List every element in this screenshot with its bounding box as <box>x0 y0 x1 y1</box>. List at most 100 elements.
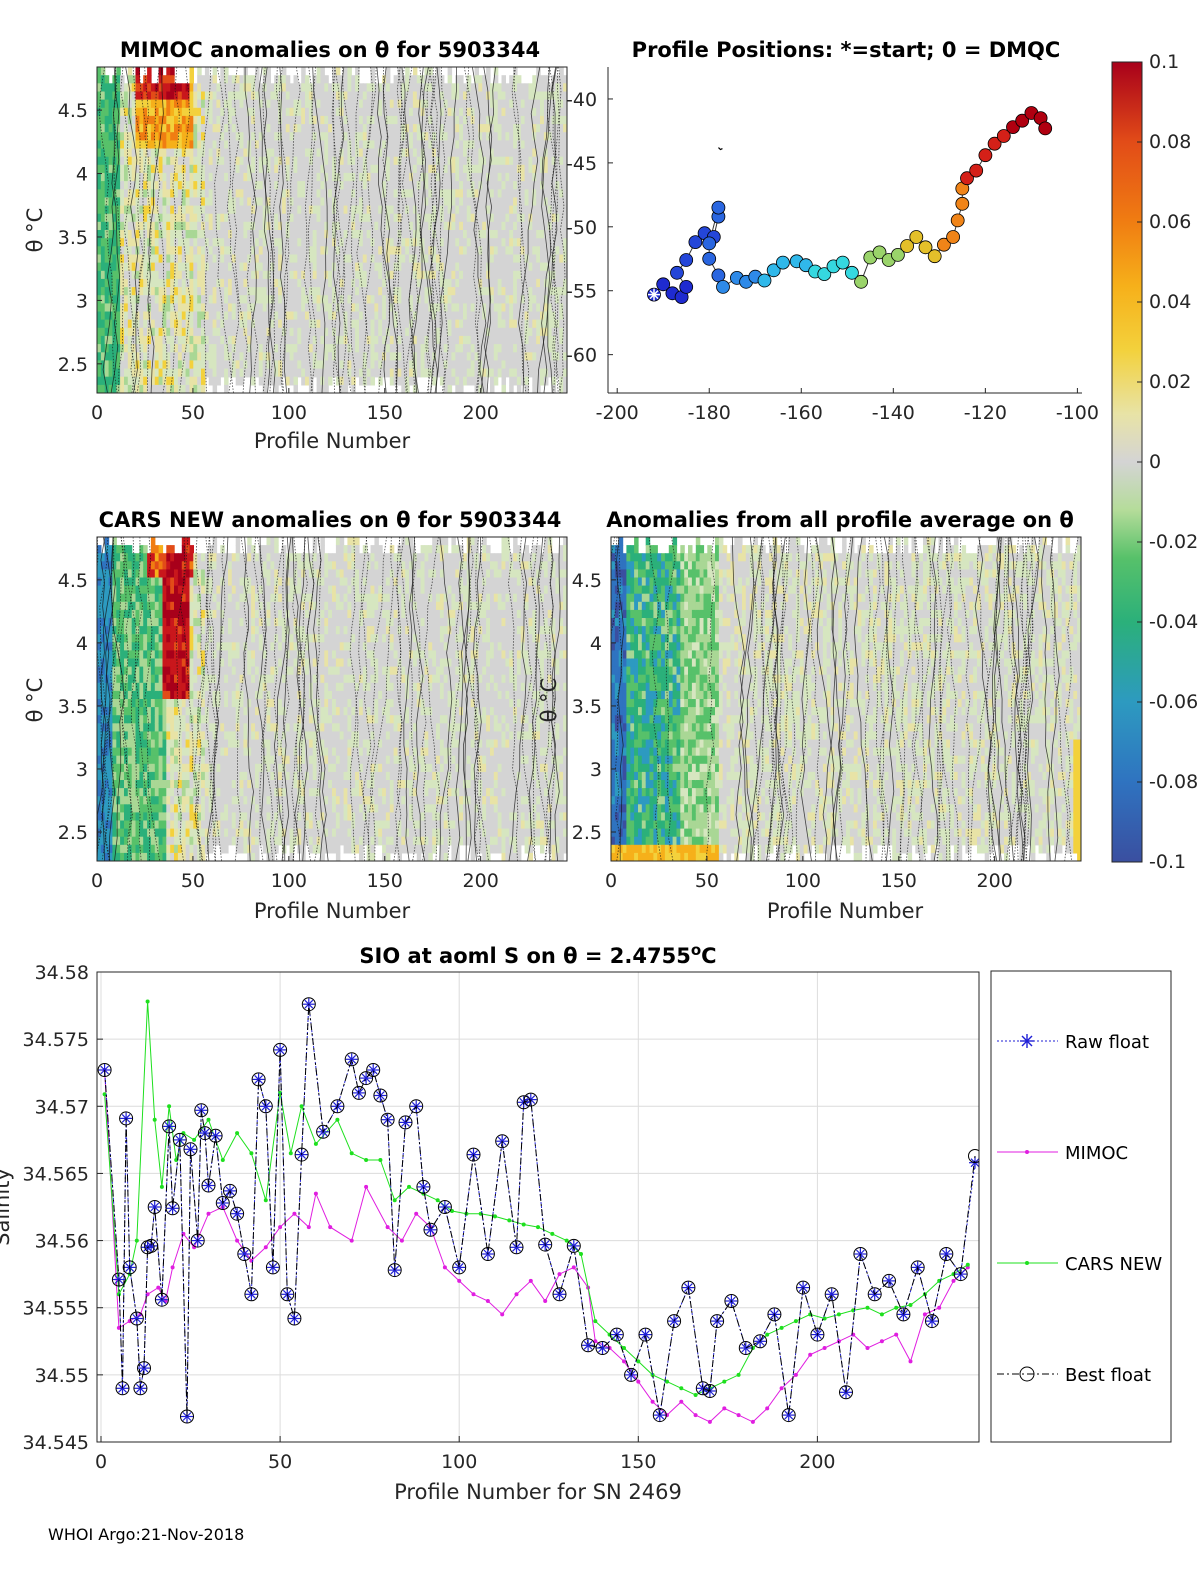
field-cell <box>204 205 210 215</box>
field-cell <box>412 295 418 304</box>
field-cell <box>320 91 325 101</box>
field-cell <box>509 344 514 353</box>
field-cell <box>501 221 506 231</box>
field-cell <box>439 91 445 101</box>
field-cell <box>224 213 229 223</box>
field-cell <box>197 238 202 247</box>
field-cell <box>293 197 298 207</box>
field-cell <box>174 205 179 215</box>
field-cell <box>528 213 533 223</box>
field-cell <box>359 295 364 304</box>
field-cell <box>208 295 214 304</box>
field-cell <box>405 67 410 76</box>
contour-line <box>434 67 457 393</box>
field-cell <box>235 344 241 353</box>
field-cell <box>351 303 356 313</box>
field-cell <box>482 172 487 182</box>
field-cell <box>520 197 526 207</box>
field-cell <box>293 303 298 313</box>
field-cell <box>224 270 229 280</box>
field-cell <box>247 344 252 353</box>
field-cell <box>466 287 472 296</box>
field-cell <box>466 360 472 370</box>
field-cell <box>563 311 567 321</box>
field-cell <box>335 327 341 337</box>
field-cell <box>420 344 426 353</box>
field-cell <box>351 295 356 304</box>
contour-line <box>511 67 530 393</box>
contour-line <box>147 67 164 393</box>
field-cell <box>166 197 171 207</box>
field-cell <box>208 344 214 353</box>
field-cell <box>359 91 364 101</box>
field-cell <box>224 303 229 313</box>
field-cell <box>147 376 152 386</box>
field-cell <box>324 254 329 264</box>
field-cell <box>335 295 341 304</box>
field-cell <box>551 376 557 386</box>
field-cell <box>127 262 133 272</box>
field-cell <box>355 360 360 370</box>
field-cell <box>501 197 506 207</box>
field-cell <box>528 360 533 370</box>
field-cell <box>177 368 183 378</box>
field-cell <box>536 262 541 272</box>
field-cell <box>158 189 164 199</box>
field-cell <box>559 311 564 321</box>
field-cell <box>513 172 518 182</box>
field-cell <box>124 148 129 158</box>
field-cell <box>166 368 171 378</box>
field-cell <box>424 344 429 353</box>
field-cell <box>555 115 560 125</box>
field-cell <box>362 254 368 264</box>
field-cell <box>100 828 106 838</box>
field-cell <box>490 303 495 313</box>
field-cell <box>351 384 356 393</box>
field-cell <box>270 238 275 247</box>
field-cell <box>312 205 318 215</box>
field-cell <box>243 327 248 337</box>
field-cell <box>328 238 333 247</box>
field-cell <box>289 262 295 272</box>
field-cell <box>278 124 283 133</box>
field-cell <box>197 205 202 215</box>
field-cell <box>540 376 545 386</box>
field-cell <box>416 352 422 362</box>
field-cell <box>378 91 383 101</box>
field-cell <box>320 352 325 362</box>
field-cell <box>559 67 564 76</box>
field-cell <box>189 124 194 133</box>
field-cell <box>463 319 468 329</box>
field-cell <box>135 368 140 378</box>
field-cell <box>362 164 368 174</box>
field-cell <box>139 287 144 296</box>
field-cell <box>513 360 518 370</box>
field-cell <box>316 91 322 101</box>
field-cell <box>409 376 414 386</box>
field-cell <box>208 132 214 141</box>
field-cell <box>104 537 110 546</box>
field-cell <box>397 132 402 141</box>
field-cell <box>143 368 148 378</box>
field-cell <box>177 205 183 215</box>
field-cell <box>328 156 333 166</box>
field-cell <box>266 148 271 158</box>
field-cell <box>131 352 137 362</box>
field-cell <box>543 213 549 223</box>
field-cell <box>543 172 549 182</box>
field-cell <box>385 124 391 133</box>
field-cell <box>135 140 140 150</box>
field-cell <box>412 132 418 141</box>
field-cell <box>555 246 560 256</box>
field-cell <box>262 246 268 256</box>
field-cell <box>416 319 422 329</box>
field-cell <box>559 164 564 174</box>
field-cell <box>451 311 456 321</box>
field-cell <box>470 254 476 264</box>
field-cell <box>127 238 133 247</box>
field-cell <box>482 140 487 150</box>
field-cell <box>189 189 194 199</box>
field-cell <box>374 205 379 215</box>
field-cell <box>100 319 106 329</box>
field-cell <box>493 311 499 321</box>
